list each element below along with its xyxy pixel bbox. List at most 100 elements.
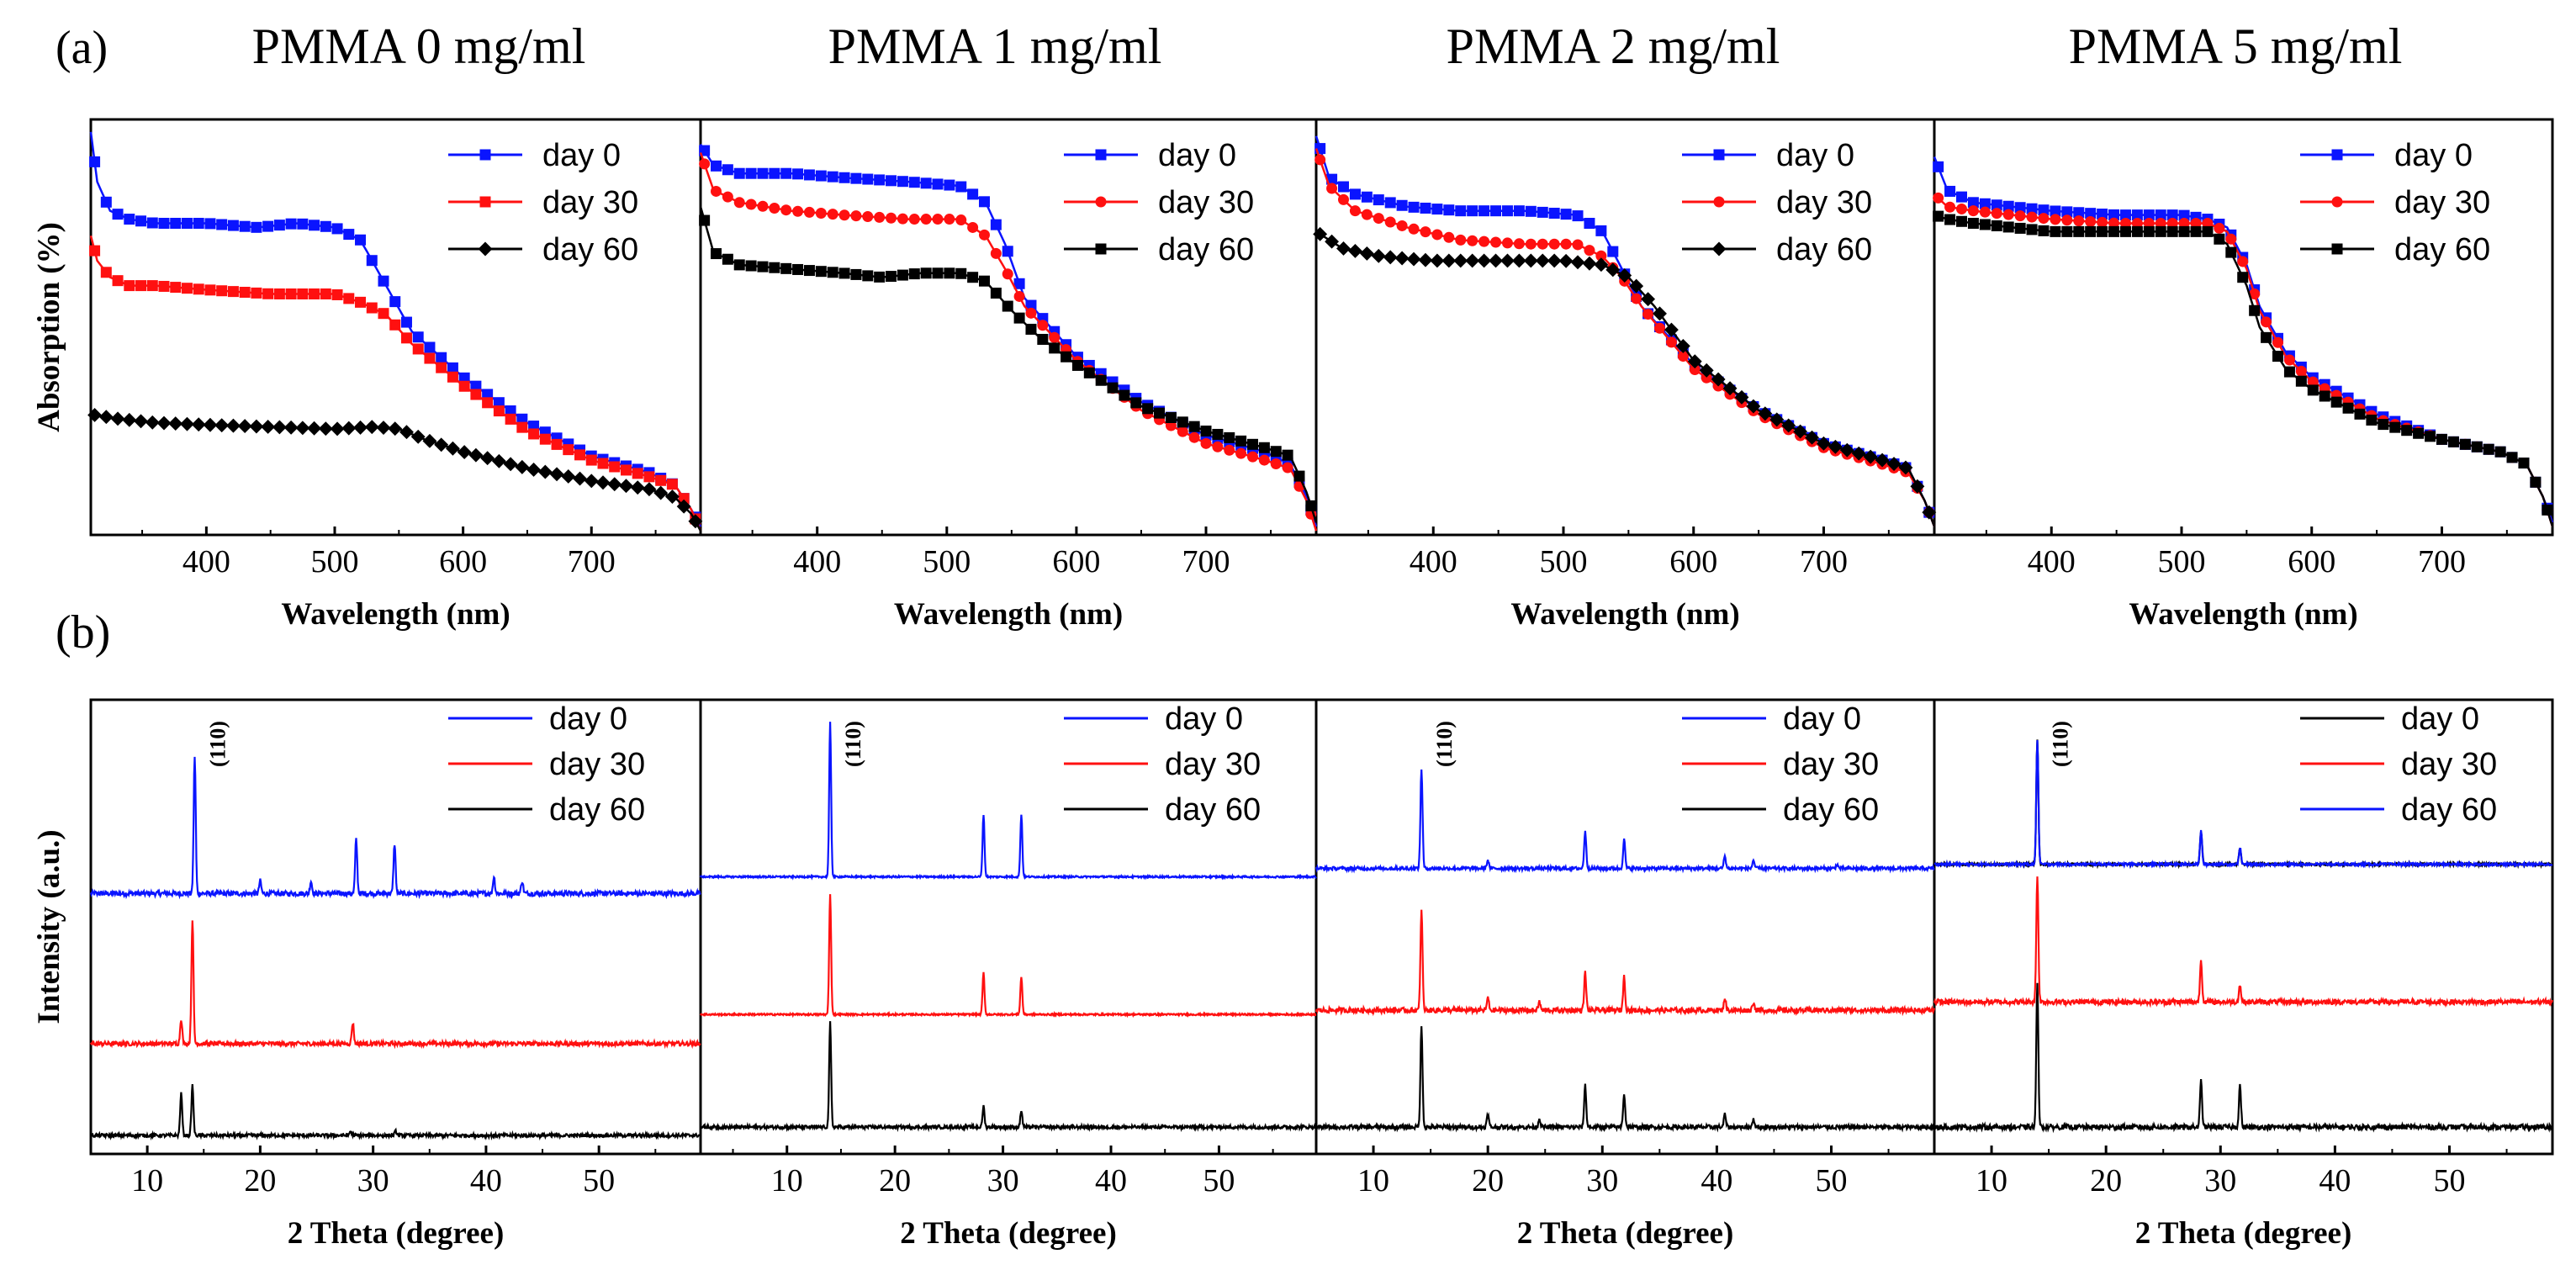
- data-point: [1396, 199, 1408, 211]
- data-point: [745, 198, 757, 210]
- data-point: [2131, 218, 2143, 229]
- data-point: [838, 172, 850, 183]
- data-point: [1711, 241, 1727, 257]
- data-point: [1200, 437, 1212, 449]
- data-point: [98, 410, 114, 425]
- data-point: [1955, 215, 1967, 227]
- data-point: [364, 420, 379, 435]
- data-point: [1713, 149, 1725, 161]
- data-point: [1664, 322, 1679, 337]
- data-point: [769, 202, 780, 214]
- data-point: [1665, 336, 1677, 348]
- data-point: [1677, 351, 1689, 362]
- data-point: [216, 285, 228, 297]
- data-point: [470, 389, 482, 400]
- data-point: [528, 428, 540, 440]
- data-point: [100, 196, 112, 208]
- data-point: [1595, 250, 1607, 262]
- data-point: [1781, 418, 1796, 433]
- peak-annotation-110: (110): [2049, 721, 2073, 767]
- x-tick-label: 700: [1800, 544, 1848, 579]
- data-point: [1467, 235, 1478, 246]
- data-point: [1535, 253, 1550, 268]
- data-point: [1235, 435, 1247, 447]
- x-tick-label: 30: [987, 1163, 1019, 1199]
- xrd-trace-day-60: [1933, 739, 2553, 870]
- data-point: [1188, 431, 1200, 443]
- data-point: [424, 352, 436, 364]
- data-point: [505, 413, 516, 425]
- data-point: [468, 447, 484, 463]
- peak-annotation-110: (110): [841, 721, 865, 767]
- data-point: [2425, 431, 2436, 442]
- x-tick-label: 30: [357, 1163, 389, 1199]
- data-point: [1013, 312, 1025, 324]
- data-point: [1513, 238, 1525, 250]
- x-tick-label: 700: [568, 544, 616, 579]
- data-point: [1246, 438, 1258, 450]
- data-point: [2225, 246, 2237, 258]
- data-point: [2085, 208, 2097, 220]
- data-point: [886, 212, 897, 224]
- data-point: [2014, 202, 2026, 214]
- legend-label: day 60: [549, 792, 645, 828]
- data-point: [1025, 307, 1037, 319]
- legend-label: day 30: [1776, 185, 1872, 220]
- xrd-trace-day-60: [1933, 982, 2553, 1134]
- data-point: [1293, 470, 1305, 482]
- data-point: [1455, 205, 1467, 217]
- data-point: [537, 464, 553, 479]
- data-point: [1478, 205, 1490, 217]
- peak-annotation-110: (110): [1432, 721, 1457, 767]
- data-point: [273, 288, 285, 299]
- data-point: [470, 380, 482, 392]
- data-point: [2354, 408, 2366, 420]
- x-tick-label: 600: [2288, 544, 2335, 579]
- xrd-trace-day-60: [700, 1021, 1317, 1133]
- data-point: [2249, 304, 2261, 316]
- data-point: [1408, 223, 1420, 235]
- data-point: [412, 343, 424, 355]
- data-point: [2143, 225, 2155, 237]
- data-point: [2050, 225, 2061, 237]
- panel-tag-a: (a): [56, 22, 108, 74]
- data-point: [584, 474, 599, 489]
- data-point: [1119, 389, 1130, 401]
- x-tick-label: 700: [1182, 544, 1230, 579]
- data-point: [1501, 237, 1513, 249]
- data-point: [2002, 200, 2014, 212]
- data-point: [251, 287, 262, 299]
- data-point: [1373, 213, 1384, 225]
- data-point: [1130, 397, 1142, 409]
- data-point: [722, 253, 733, 265]
- data-point: [1095, 243, 1107, 255]
- data-point: [1258, 442, 1270, 453]
- legend-label: day 60: [2401, 792, 2497, 828]
- data-point: [1523, 253, 1538, 268]
- data-point: [482, 397, 494, 409]
- data-point: [1944, 201, 1956, 213]
- data-point: [2530, 476, 2542, 488]
- data-point: [1305, 500, 1317, 511]
- data-point: [574, 449, 586, 461]
- data-point: [1582, 256, 1597, 271]
- data-point: [1384, 197, 1396, 209]
- data-point: [1758, 406, 1773, 421]
- data-point: [204, 284, 216, 296]
- data-point: [214, 418, 230, 433]
- data-point: [516, 413, 528, 425]
- x-tick-label: 10: [1976, 1163, 2007, 1199]
- data-point: [792, 168, 804, 180]
- data-point: [355, 296, 367, 308]
- data-point: [505, 405, 516, 416]
- data-point: [1955, 191, 1967, 203]
- data-point: [1406, 251, 1421, 267]
- x-axis-label: Wavelength (nm): [1510, 597, 1739, 632]
- data-point: [122, 412, 137, 427]
- data-point: [388, 421, 403, 437]
- data-point: [2214, 233, 2225, 245]
- data-point: [1642, 309, 1654, 320]
- data-point: [158, 218, 170, 229]
- data-point: [745, 167, 757, 179]
- data-point: [1200, 426, 1212, 437]
